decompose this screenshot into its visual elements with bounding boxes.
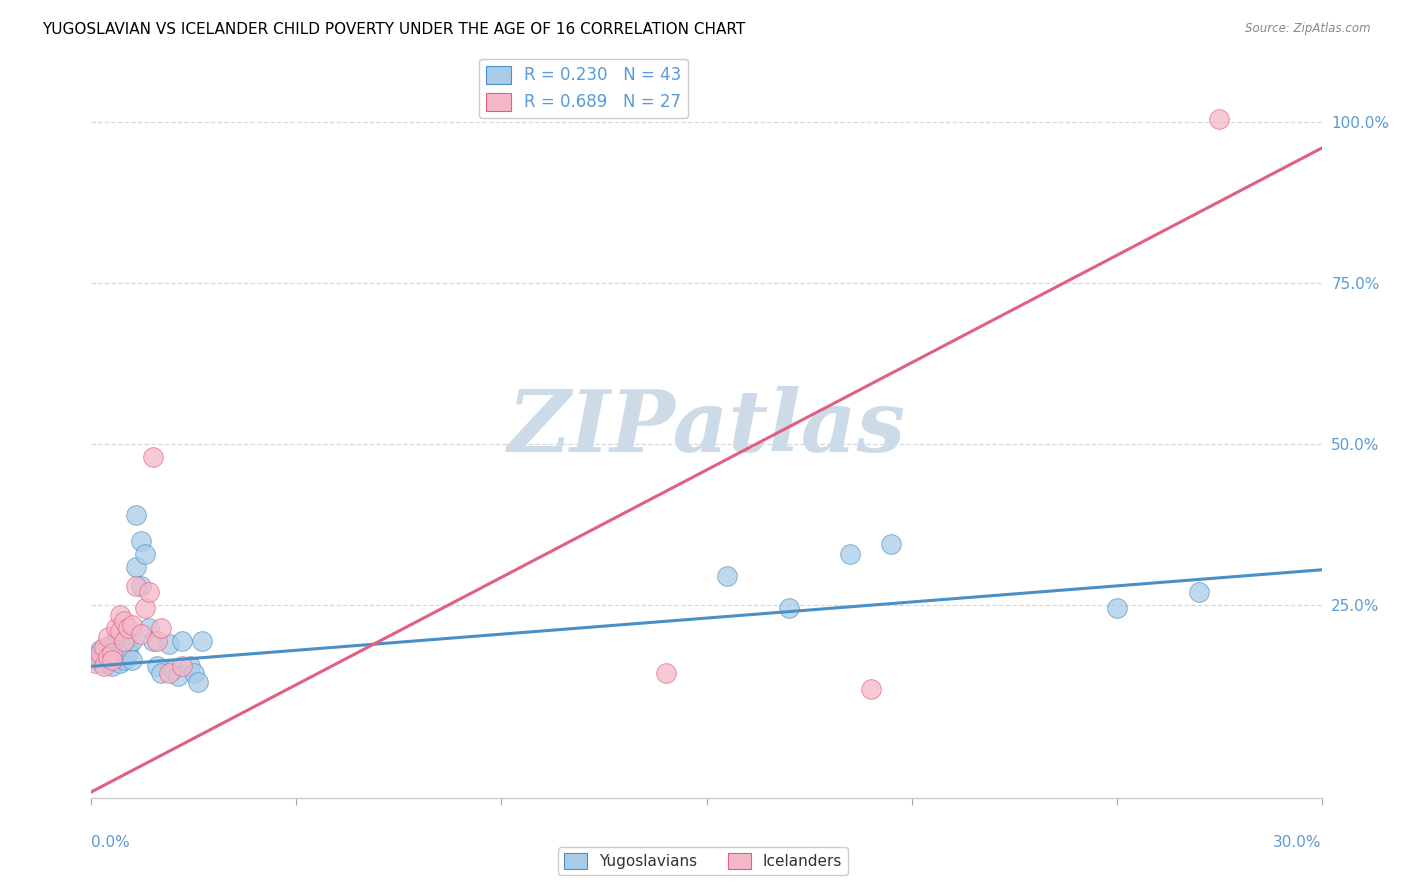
Point	[93, 659, 115, 673]
Point	[89, 643, 111, 657]
Point	[138, 585, 160, 599]
Point	[89, 649, 111, 664]
Point	[1208, 112, 1230, 127]
Point	[129, 579, 152, 593]
Point	[117, 647, 139, 661]
Point	[112, 633, 135, 648]
Point	[89, 647, 111, 661]
Point	[101, 637, 124, 651]
Point	[191, 633, 214, 648]
Point	[162, 663, 184, 677]
Point	[880, 537, 903, 551]
Point	[108, 649, 131, 664]
Point	[1187, 585, 1209, 599]
Point	[150, 621, 173, 635]
Point	[125, 579, 148, 593]
Point	[125, 508, 148, 522]
Point	[112, 631, 135, 645]
Point	[117, 621, 139, 635]
Point	[112, 653, 135, 667]
Point	[839, 547, 862, 561]
Point	[101, 659, 124, 673]
Point	[112, 615, 135, 629]
Point	[1105, 601, 1128, 615]
Point	[170, 659, 193, 673]
Legend: Yugoslavians, Icelanders: Yugoslavians, Icelanders	[558, 847, 848, 875]
Point	[105, 621, 127, 635]
Point	[108, 643, 131, 657]
Point	[105, 633, 127, 648]
Point	[84, 653, 107, 667]
Point	[183, 665, 205, 680]
Point	[716, 569, 738, 583]
Point	[129, 627, 152, 641]
Point	[97, 649, 120, 664]
Point	[101, 653, 124, 667]
Point	[187, 675, 209, 690]
Text: YUGOSLAVIAN VS ICELANDER CHILD POVERTY UNDER THE AGE OF 16 CORRELATION CHART: YUGOSLAVIAN VS ICELANDER CHILD POVERTY U…	[42, 22, 745, 37]
Point	[157, 637, 180, 651]
Point	[859, 681, 882, 696]
Text: 30.0%: 30.0%	[1274, 836, 1322, 850]
Text: ZIPatlas: ZIPatlas	[508, 386, 905, 470]
Text: 0.0%: 0.0%	[91, 836, 131, 850]
Point	[170, 633, 193, 648]
Point	[146, 659, 169, 673]
Point	[138, 621, 160, 635]
Point	[108, 656, 131, 670]
Point	[134, 601, 156, 615]
Point	[93, 656, 115, 670]
Point	[105, 647, 127, 661]
Text: Source: ZipAtlas.com: Source: ZipAtlas.com	[1246, 22, 1371, 36]
Point	[166, 669, 188, 683]
Point	[125, 559, 148, 574]
Point	[121, 653, 143, 667]
Point	[134, 547, 156, 561]
Point	[150, 665, 173, 680]
Point	[157, 665, 180, 680]
Point	[97, 653, 120, 667]
Point	[179, 659, 201, 673]
Point	[93, 640, 115, 654]
Point	[93, 647, 115, 661]
Point	[129, 533, 152, 548]
Point	[108, 624, 131, 638]
Point	[84, 656, 107, 670]
Point	[654, 665, 676, 680]
Point	[108, 607, 131, 622]
Point	[142, 450, 165, 464]
Point	[97, 631, 120, 645]
Point	[121, 633, 143, 648]
Point	[117, 640, 139, 654]
Point	[101, 647, 124, 661]
Legend: R = 0.230   N = 43, R = 0.689   N = 27: R = 0.230 N = 43, R = 0.689 N = 27	[479, 59, 688, 118]
Point	[778, 601, 800, 615]
Point	[142, 633, 165, 648]
Point	[97, 640, 120, 654]
Point	[146, 633, 169, 648]
Point	[121, 617, 143, 632]
